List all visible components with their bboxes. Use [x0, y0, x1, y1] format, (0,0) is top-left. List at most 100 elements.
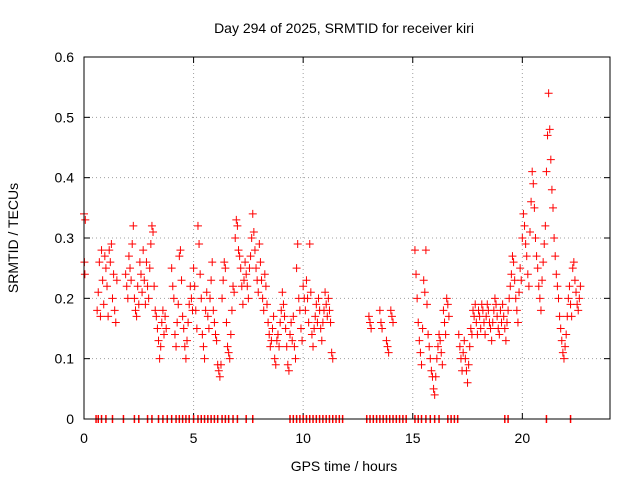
data-point	[181, 354, 190, 363]
data-point	[504, 306, 513, 315]
data-point	[314, 294, 323, 303]
data-point	[567, 312, 576, 321]
data-point	[111, 318, 120, 327]
data-point	[175, 252, 184, 261]
data-point	[157, 318, 166, 327]
data-point	[215, 372, 224, 381]
data-point	[246, 252, 255, 261]
data-point	[506, 282, 515, 291]
data-point	[289, 312, 298, 321]
data-point	[463, 378, 472, 387]
data-point	[311, 312, 320, 321]
data-point	[425, 342, 434, 351]
data-point	[184, 318, 193, 327]
chart-title: Day 294 of 2025, SRMTID for receiver kir…	[214, 20, 474, 36]
data-point	[481, 330, 490, 339]
data-point	[530, 203, 539, 212]
data-point	[141, 300, 150, 309]
data-point	[309, 342, 318, 351]
data-point	[208, 258, 217, 267]
data-point	[209, 306, 218, 315]
data-point	[126, 264, 135, 273]
data-point	[459, 348, 468, 357]
data-point	[252, 264, 261, 273]
data-point	[534, 282, 543, 291]
data-point	[122, 282, 131, 291]
data-point	[241, 258, 250, 267]
data-point	[101, 264, 110, 273]
data-point	[103, 282, 112, 291]
data-point	[236, 264, 245, 273]
data-point	[232, 215, 241, 224]
data-point	[110, 306, 119, 315]
data-point	[93, 306, 102, 315]
data-point	[574, 306, 583, 315]
data-point	[298, 336, 307, 345]
x-tick-label: 5	[190, 430, 198, 446]
data-point	[328, 354, 337, 363]
data-point	[268, 324, 277, 333]
data-point	[211, 330, 220, 339]
data-point	[210, 318, 219, 327]
data-point	[281, 324, 290, 333]
data-point	[438, 360, 447, 369]
y-tick-label: 0.2	[55, 290, 75, 306]
data-point	[576, 282, 585, 291]
data-point	[427, 366, 436, 375]
data-point	[569, 258, 578, 267]
data-point	[312, 300, 321, 309]
data-point	[384, 348, 393, 357]
data-point	[536, 306, 545, 315]
data-point	[547, 185, 556, 194]
data-point	[455, 342, 464, 351]
data-point	[416, 348, 425, 357]
data-point	[364, 312, 373, 321]
data-point	[202, 288, 211, 297]
data-point	[96, 312, 105, 321]
data-point	[299, 282, 308, 291]
data-point	[174, 300, 183, 309]
data-point	[306, 288, 315, 297]
data-point	[206, 294, 215, 303]
data-point	[424, 330, 433, 339]
data-point	[517, 276, 526, 285]
data-point	[526, 227, 535, 236]
data-point	[284, 366, 293, 375]
data-point	[133, 282, 142, 291]
data-point	[97, 246, 106, 255]
data-point	[161, 312, 170, 321]
data-point	[509, 258, 518, 267]
data-point	[203, 312, 212, 321]
data-point	[417, 360, 426, 369]
data-point	[151, 306, 160, 315]
data-point	[523, 270, 532, 279]
data-point	[573, 300, 582, 309]
data-point	[520, 221, 529, 230]
data-point	[575, 294, 584, 303]
data-point	[169, 294, 178, 303]
data-point	[389, 318, 398, 327]
data-point	[564, 294, 573, 303]
x-tick-label: 20	[515, 430, 531, 446]
data-point	[247, 234, 256, 242]
data-point	[283, 360, 292, 369]
data-point	[415, 336, 424, 345]
data-point	[498, 300, 507, 309]
data-point	[279, 300, 288, 309]
data-point	[201, 306, 210, 315]
data-point	[558, 348, 567, 357]
y-tick-label: 0.1	[55, 351, 75, 367]
data-point	[270, 354, 279, 363]
data-point	[386, 306, 395, 315]
data-point	[278, 288, 287, 297]
data-point	[441, 330, 450, 339]
data-point	[95, 258, 104, 267]
data-point	[535, 294, 544, 303]
y-tick-label: 0.5	[55, 109, 75, 125]
data-points	[80, 89, 585, 423]
data-point	[132, 312, 141, 321]
data-point	[476, 324, 485, 333]
data-point	[243, 282, 252, 291]
data-point	[152, 312, 161, 321]
